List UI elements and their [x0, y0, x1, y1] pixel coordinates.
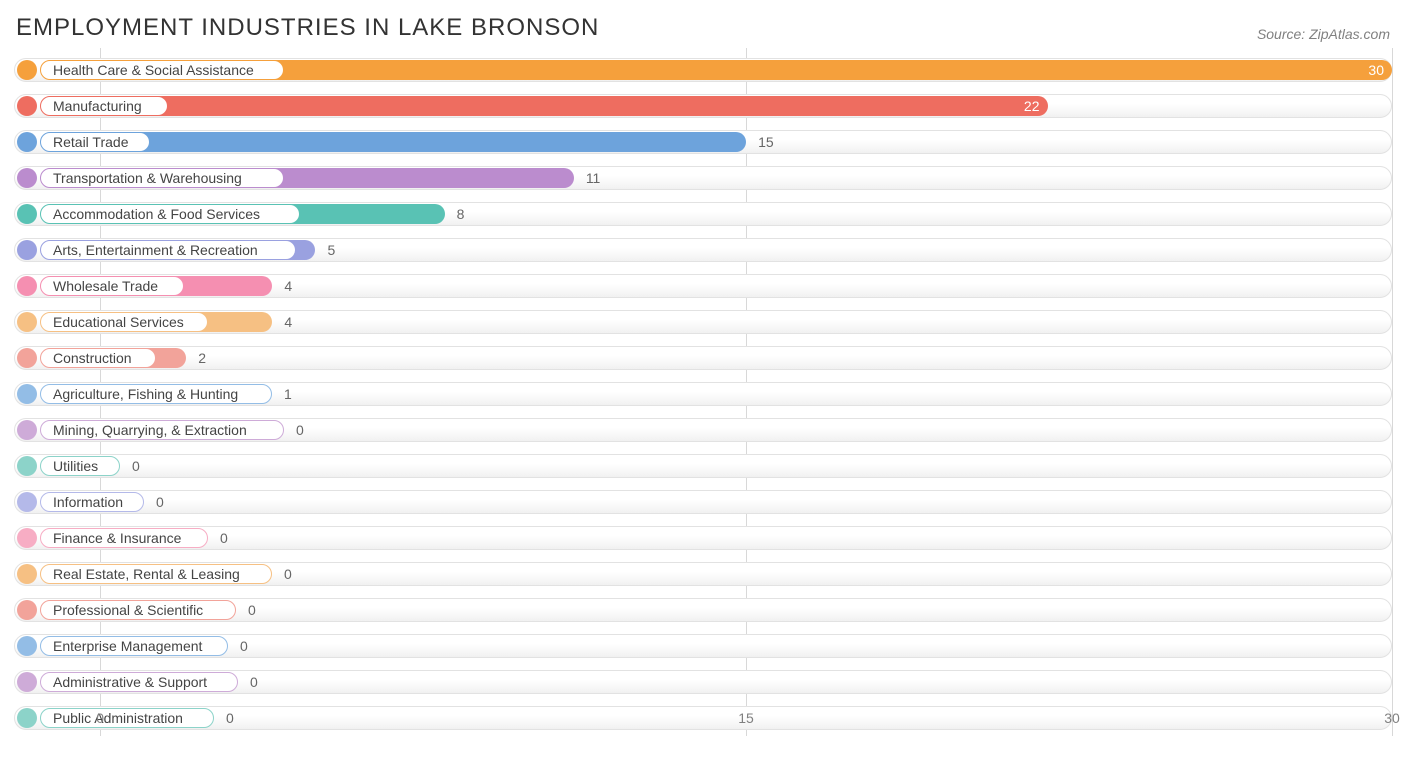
bar-value-label: 0 [276, 556, 292, 592]
header: EMPLOYMENT INDUSTRIES IN LAKE BRONSON So… [14, 10, 1392, 48]
bar-value-label: 30 [1368, 52, 1384, 88]
bar-row: Accommodation & Food Services 8 [14, 196, 1392, 232]
bar-cap [17, 204, 37, 224]
bar-cap [17, 384, 37, 404]
x-axis-tick-label: 15 [738, 710, 754, 726]
bar-cap [17, 348, 37, 368]
bar-row: Information0 [14, 484, 1392, 520]
category-pill: Real Estate, Rental & Leasing [40, 564, 272, 584]
bar-row: Utilities0 [14, 448, 1392, 484]
bar-cap [17, 312, 37, 332]
category-pill: Arts, Entertainment & Recreation [40, 240, 296, 260]
bar-row: Transportation & Warehousing 11 [14, 160, 1392, 196]
bar-value-label: 22 [1024, 88, 1040, 124]
bar-value-label: 0 [242, 664, 258, 700]
bar-value-label: 2 [190, 340, 206, 376]
bar-cap [17, 96, 37, 116]
category-pill: Professional & Scientific [40, 600, 236, 620]
bar-cap [17, 564, 37, 584]
category-pill: Health Care & Social Assistance [40, 60, 284, 80]
category-pill: Educational Services [40, 312, 208, 332]
x-axis: 01530 [14, 704, 1392, 736]
category-pill: Manufacturing [40, 96, 168, 116]
category-pill: Retail Trade [40, 132, 150, 152]
bar-value-label: 4 [276, 304, 292, 340]
bar-rows: Health Care & Social Assistance30Manufac… [14, 52, 1392, 736]
bar-row: Finance & Insurance0 [14, 520, 1392, 556]
bar-value-label: 1 [276, 376, 292, 412]
category-pill: Administrative & Support [40, 672, 238, 692]
bar-row: Manufacturing 22 [14, 88, 1392, 124]
bar-fill [94, 60, 1392, 80]
bar-cap [17, 240, 37, 260]
bar-cap [17, 456, 37, 476]
bar-cap [17, 636, 37, 656]
bar-value-label: 0 [124, 448, 140, 484]
bar-cap [17, 276, 37, 296]
bar-cap [17, 132, 37, 152]
bar-row: Educational Services 4 [14, 304, 1392, 340]
category-pill: Enterprise Management [40, 636, 228, 656]
grid-line [1392, 48, 1393, 736]
category-pill: Construction [40, 348, 156, 368]
bar-fill [94, 96, 1047, 116]
bar-cap [17, 672, 37, 692]
category-pill: Agriculture, Fishing & Hunting [40, 384, 272, 404]
bar-row: Retail Trade 15 [14, 124, 1392, 160]
bar-fill [94, 132, 746, 152]
bar-value-label: 0 [212, 520, 228, 556]
bar-cap [17, 60, 37, 80]
bar-row: Construction 2 [14, 340, 1392, 376]
category-pill: Accommodation & Food Services [40, 204, 300, 224]
bar-cap [17, 600, 37, 620]
bar-row: Enterprise Management0 [14, 628, 1392, 664]
bar-row: Arts, Entertainment & Recreation 5 [14, 232, 1392, 268]
bar-row: Health Care & Social Assistance 30 [14, 52, 1392, 88]
x-axis-tick-label: 0 [96, 710, 104, 726]
chart-frame: EMPLOYMENT INDUSTRIES IN LAKE BRONSON So… [0, 0, 1406, 777]
category-pill: Wholesale Trade [40, 276, 184, 296]
bar-cap [17, 168, 37, 188]
plot-area: Health Care & Social Assistance30Manufac… [14, 48, 1392, 736]
bar-value-label: 15 [750, 124, 774, 160]
category-pill: Information [40, 492, 144, 512]
bar-row: Agriculture, Fishing & Hunting1 [14, 376, 1392, 412]
bar-row: Professional & Scientific0 [14, 592, 1392, 628]
source-attribution: Source: ZipAtlas.com [1257, 26, 1390, 42]
bar-value-label: 0 [288, 412, 304, 448]
bar-track [14, 346, 1392, 370]
bar-cap [17, 528, 37, 548]
bar-cap [17, 420, 37, 440]
bar-track [14, 454, 1392, 478]
bar-value-label: 0 [148, 484, 164, 520]
bar-value-label: 11 [578, 160, 601, 196]
bar-value-label: 4 [276, 268, 292, 304]
category-pill: Mining, Quarrying, & Extraction [40, 420, 284, 440]
bar-row: Wholesale Trade 4 [14, 268, 1392, 304]
bar-value-label: 0 [232, 628, 248, 664]
bar-value-label: 5 [319, 232, 335, 268]
category-pill: Utilities [40, 456, 120, 476]
bar-value-label: 8 [449, 196, 465, 232]
category-pill: Transportation & Warehousing [40, 168, 284, 188]
chart-title: EMPLOYMENT INDUSTRIES IN LAKE BRONSON [16, 14, 599, 42]
bar-cap [17, 492, 37, 512]
category-pill: Finance & Insurance [40, 528, 208, 548]
bar-row: Administrative & Support0 [14, 664, 1392, 700]
bar-row: Mining, Quarrying, & Extraction0 [14, 412, 1392, 448]
x-axis-tick-label: 30 [1384, 710, 1400, 726]
bar-row: Real Estate, Rental & Leasing0 [14, 556, 1392, 592]
bar-track [14, 490, 1392, 514]
bar-value-label: 0 [240, 592, 256, 628]
